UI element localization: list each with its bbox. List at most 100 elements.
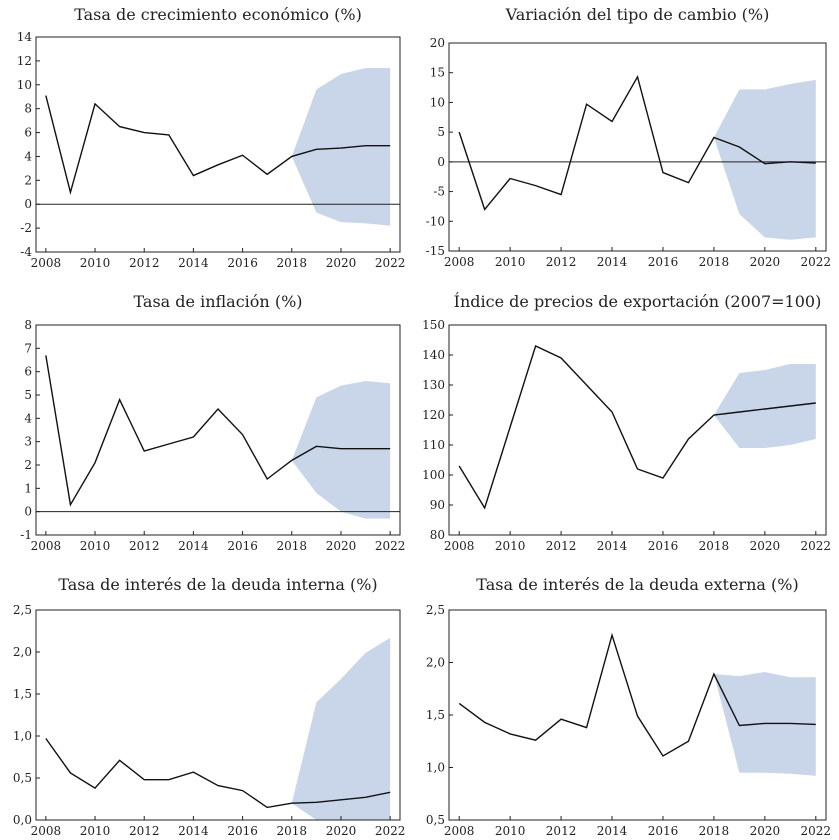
y-tick-label: 80: [430, 528, 445, 542]
x-tick-label: 2016: [227, 539, 258, 553]
x-tick-label: 2012: [129, 256, 160, 270]
chart-title: Tasa de crecimiento económico (%): [74, 5, 362, 24]
y-tick-label: 0: [24, 505, 32, 519]
chart-panel-1: Tasa de crecimiento económico (%) 14 12 10 8…: [17, 5, 406, 270]
x-tick-label: 2014: [597, 539, 628, 553]
x-tick-label: 2012: [546, 255, 577, 269]
x-tick-label: 2012: [129, 824, 160, 838]
series-line: [45, 355, 391, 507]
y-tick-label: 90: [430, 498, 445, 512]
y-tick-label: 0,0: [13, 813, 32, 827]
x-tick-label: 2008: [444, 824, 475, 838]
x-tick-label: 2014: [597, 255, 628, 269]
x-tick-label: 2018: [699, 824, 730, 838]
x-tick-label: 2018: [277, 824, 308, 838]
x-tick-label: 2008: [31, 256, 62, 270]
x-tick-label: 2010: [80, 824, 111, 838]
series-line: [45, 95, 391, 195]
series-line: [458, 345, 816, 510]
x-tick-label: 2012: [129, 539, 160, 553]
x-tick-label: 2014: [178, 256, 209, 270]
chart-panel-5: Tasa de interés de la deuda interna (%) 2…: [13, 575, 406, 838]
y-tick-label: 2,0: [13, 645, 32, 659]
x-tick-label: 2018: [699, 539, 730, 553]
x-tick-label: 2016: [648, 539, 679, 553]
x-tick-label: 2022: [375, 824, 406, 838]
x-tick-label: 2022: [375, 256, 406, 270]
y-tick-label: 8: [24, 318, 32, 332]
y-tick-label: -4: [20, 245, 32, 259]
x-tick-label: 2014: [178, 824, 209, 838]
chart-title: Tasa de inflación (%): [133, 292, 302, 311]
chart-title: Variación del tipo de cambio (%): [505, 5, 770, 24]
x-tick-label: 2020: [750, 824, 781, 838]
series-line: [458, 75, 816, 211]
x-tick-label: 2008: [31, 824, 62, 838]
x-tick-label: 2022: [801, 824, 832, 838]
x-tick-label: 2010: [495, 255, 526, 269]
forecast-band: [291, 381, 391, 519]
y-tick-label: 14: [17, 30, 33, 44]
y-tick-label: -2: [20, 221, 32, 235]
y-tick-label: 2: [24, 173, 32, 187]
x-tick-label: 2010: [495, 539, 526, 553]
y-tick-label: 20: [430, 36, 445, 50]
y-tick-label: -5: [433, 185, 445, 199]
plot-frame: [448, 42, 827, 252]
chart-title: Índice de precios de exportación (2007=1…: [454, 291, 822, 311]
y-tick-label: 0,5: [426, 813, 445, 827]
forecast-band: [713, 364, 816, 448]
x-tick-label: 2018: [277, 539, 308, 553]
x-tick-label: 2018: [277, 256, 308, 270]
plot-frame: [35, 609, 401, 821]
x-tick-label: 2016: [227, 824, 258, 838]
y-tick-label: 2,5: [426, 603, 445, 617]
chart-title: Tasa de interés de la deuda interna (%): [58, 575, 377, 594]
y-tick-label: 1: [24, 481, 32, 495]
x-tick-label: 2020: [326, 824, 357, 838]
y-tick-label: 1,5: [426, 708, 445, 722]
x-tick-label: 2022: [801, 255, 832, 269]
x-tick-label: 2010: [80, 256, 111, 270]
forecast-band: [291, 68, 391, 226]
plot-frame: [35, 324, 401, 536]
x-tick-label: 2016: [648, 824, 679, 838]
y-tick-label: 5: [437, 125, 445, 139]
y-tick-label: 100: [422, 468, 445, 482]
forecast-band: [291, 637, 391, 820]
y-tick-label: 2,0: [426, 656, 445, 670]
x-tick-label: 2020: [750, 255, 781, 269]
x-tick-label: 2022: [375, 539, 406, 553]
y-tick-label: 3: [24, 435, 32, 449]
series-line: [45, 738, 391, 809]
x-tick-label: 2012: [546, 824, 577, 838]
x-tick-label: 2018: [699, 255, 730, 269]
x-tick-label: 2010: [495, 824, 526, 838]
y-tick-label: 110: [422, 438, 445, 452]
y-tick-label: 7: [24, 341, 32, 355]
y-tick-label: 0,5: [13, 771, 32, 785]
x-tick-label: 2022: [801, 539, 832, 553]
y-tick-label: 6: [24, 365, 32, 379]
x-tick-label: 2020: [326, 256, 357, 270]
x-tick-label: 2016: [227, 256, 258, 270]
y-tick-label: 1,0: [426, 761, 445, 775]
y-tick-label: 5: [24, 388, 32, 402]
x-tick-label: 2016: [648, 255, 679, 269]
forecast-band: [713, 79, 816, 240]
y-tick-label: 0: [437, 155, 445, 169]
x-tick-label: 2008: [444, 539, 475, 553]
chart-panel-2: Variación del tipo de cambio (%) 20 15 10 5 0…: [426, 5, 831, 269]
y-tick-label: 150: [422, 318, 445, 332]
x-tick-label: 2020: [326, 539, 357, 553]
y-tick-label: 12: [17, 54, 32, 68]
y-tick-label: 10: [430, 95, 445, 109]
x-tick-label: 2008: [31, 539, 62, 553]
y-tick-label: 1,5: [13, 687, 32, 701]
x-tick-label: 2014: [597, 824, 628, 838]
y-tick-label: 10: [17, 78, 32, 92]
y-tick-label: -15: [426, 244, 445, 258]
